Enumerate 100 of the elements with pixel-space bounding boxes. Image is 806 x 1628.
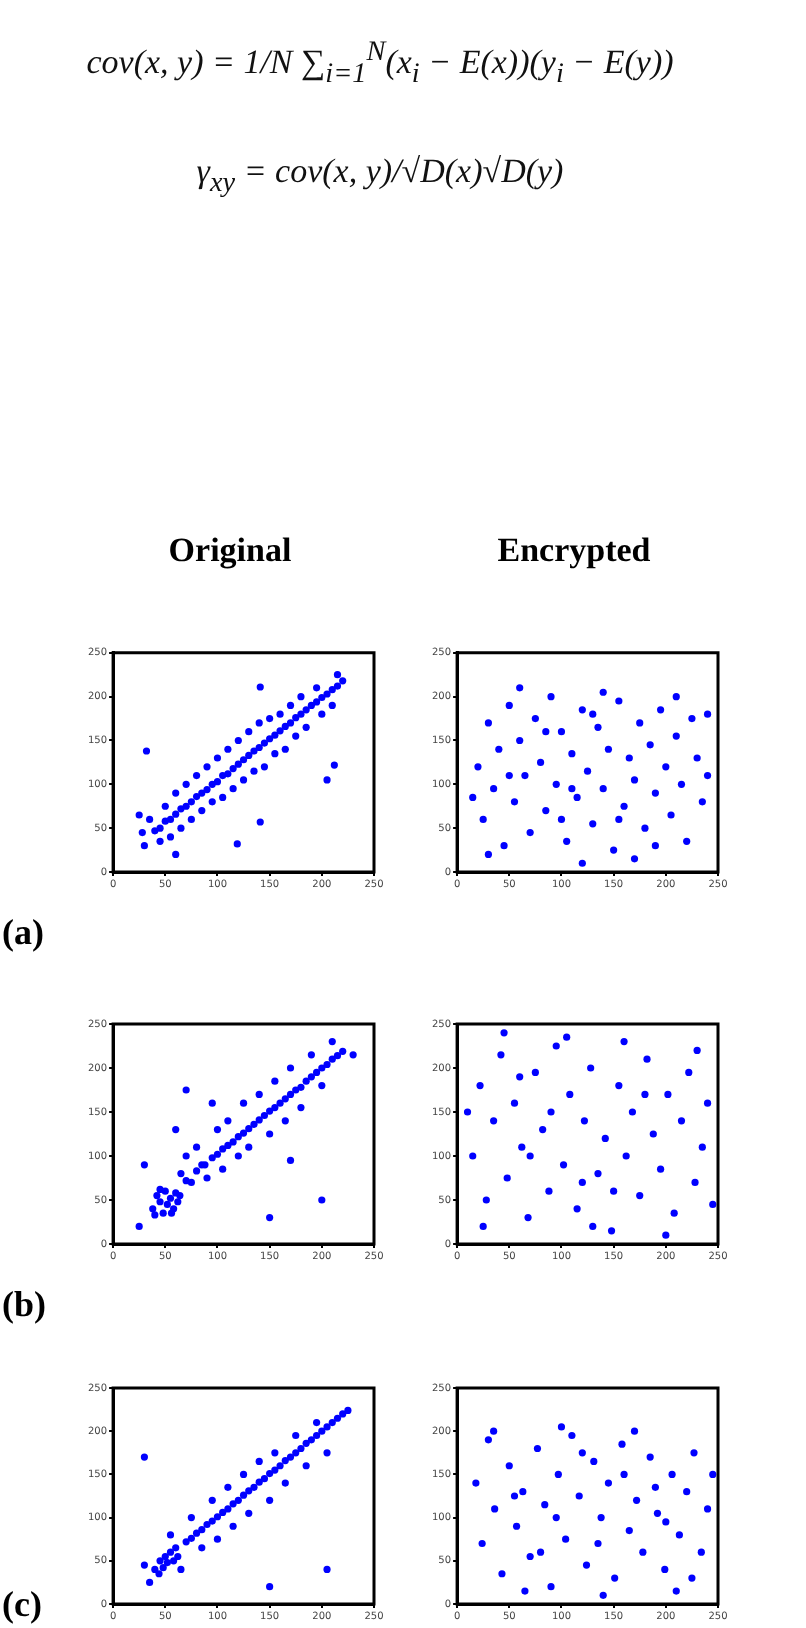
- point: [526, 828, 534, 837]
- point: [512, 1522, 521, 1530]
- point: [653, 1509, 662, 1517]
- point: [573, 793, 581, 802]
- point: [563, 837, 571, 845]
- point: [578, 1178, 586, 1186]
- point: [628, 1108, 637, 1116]
- point: [526, 1552, 534, 1561]
- point: [690, 1449, 698, 1457]
- point: [620, 1470, 628, 1478]
- point: [625, 754, 633, 762]
- point: [573, 1205, 581, 1213]
- point: [568, 785, 576, 793]
- point: [566, 1090, 574, 1098]
- point: [604, 1479, 613, 1487]
- point: [542, 807, 550, 815]
- point: [531, 1068, 539, 1076]
- point: [709, 1200, 717, 1208]
- chart-title: Encrypted: [497, 531, 652, 570]
- point: [668, 1470, 676, 1478]
- point: [545, 1187, 553, 1195]
- point: [484, 1436, 492, 1444]
- point: [703, 771, 712, 780]
- point: [578, 706, 586, 714]
- point: [516, 1073, 524, 1081]
- point: [610, 1187, 618, 1195]
- point: [670, 1209, 678, 1217]
- point: [482, 1196, 490, 1204]
- point: [630, 855, 639, 863]
- point: [557, 815, 566, 823]
- point: [601, 1134, 609, 1142]
- text: cov(x, y) = 1/N ∑$_{i=1}$$^{N}$(x$_{i}$ − E(x))(y$_{i}$ − E(y)): [84, 36, 676, 93]
- point: [505, 771, 513, 780]
- point: [524, 1214, 532, 1222]
- point: [688, 1574, 696, 1582]
- text: (c): [2, 1584, 42, 1626]
- point: [563, 1033, 571, 1041]
- point: [557, 1423, 566, 1431]
- point: [497, 1051, 505, 1059]
- point: [691, 1178, 699, 1186]
- point: [630, 1427, 639, 1435]
- point: [552, 1514, 560, 1522]
- point: [552, 780, 560, 788]
- point: [611, 1574, 619, 1582]
- point: [552, 1042, 560, 1050]
- point: [622, 1152, 630, 1160]
- point: [610, 846, 618, 854]
- point: [672, 1587, 680, 1595]
- point: [703, 1099, 712, 1107]
- point: [505, 1462, 513, 1470]
- point: [533, 1444, 542, 1453]
- point: [607, 1227, 616, 1235]
- point: [646, 1453, 654, 1461]
- point: [615, 697, 623, 705]
- point: [575, 1492, 583, 1500]
- text: (b): [2, 1284, 46, 1326]
- point: [641, 1090, 649, 1098]
- point: [643, 1055, 651, 1063]
- point: [618, 1440, 626, 1448]
- point: [519, 1488, 527, 1496]
- point: [516, 684, 524, 692]
- point: [554, 1470, 562, 1478]
- point: [615, 815, 623, 823]
- point: [536, 1548, 545, 1556]
- point: [641, 824, 649, 832]
- point: [597, 1514, 605, 1522]
- point: [531, 714, 539, 723]
- point: [491, 1505, 499, 1513]
- point: [693, 1046, 701, 1054]
- point: [479, 815, 487, 823]
- point: [633, 1496, 641, 1504]
- point: [693, 754, 701, 762]
- point: [479, 1222, 487, 1230]
- point: [590, 1457, 598, 1466]
- point: [662, 1231, 670, 1239]
- point: [526, 1152, 534, 1160]
- point: [662, 763, 670, 771]
- point: [709, 1470, 717, 1478]
- point: [636, 1192, 644, 1200]
- point: [672, 732, 680, 740]
- point: [490, 1117, 498, 1125]
- point: [639, 1548, 647, 1556]
- point: [472, 1479, 480, 1487]
- point: [578, 1449, 586, 1457]
- point: [521, 771, 529, 780]
- point: [568, 1431, 576, 1440]
- point: [651, 789, 659, 797]
- point: [539, 1126, 547, 1134]
- point: [703, 710, 712, 718]
- point: [484, 850, 492, 859]
- point: [518, 1143, 526, 1151]
- point: [683, 1488, 691, 1496]
- point: [651, 1483, 659, 1491]
- point: [510, 1099, 519, 1107]
- point: [599, 688, 607, 696]
- point: [662, 1518, 670, 1526]
- point: [661, 1565, 669, 1574]
- point: [490, 785, 498, 793]
- point: [589, 710, 597, 718]
- point: [683, 837, 691, 845]
